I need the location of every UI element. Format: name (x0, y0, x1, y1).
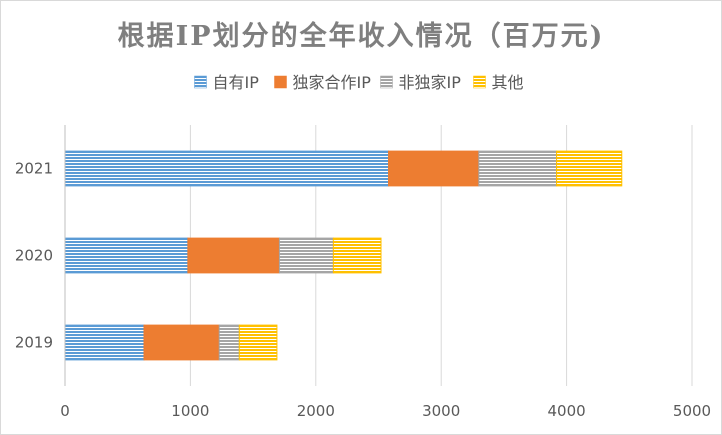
bar-2021-series-0 (64, 150, 390, 187)
legend-label-0: 自有IP (213, 73, 260, 92)
chart-legend: 自有IP 独家合作IP 非独家IP 其他 (194, 73, 524, 92)
bar-2019-series-0 (64, 324, 145, 361)
x-tick-label-2000: 2000 (297, 402, 335, 420)
y-tick-label-2021: 2021 (15, 160, 53, 178)
y-tick-label-2019: 2019 (15, 334, 53, 352)
x-tick-label-3000: 3000 (422, 402, 460, 420)
bar-2019-series-1 (143, 324, 220, 361)
bar-2021-series-3 (556, 150, 623, 187)
legend-swatch-2 (380, 75, 393, 89)
x-tick-label-5000: 5000 (673, 402, 711, 420)
bar-2020-series-0 (64, 237, 189, 274)
legend-label-2: 非独家IP (399, 73, 462, 92)
legend-swatch-3 (473, 75, 486, 89)
y-tick-label-2020: 2020 (15, 247, 53, 265)
chart-title: 根据IP划分的全年收入情况（百万元) (118, 20, 605, 52)
bar-2020-series-2 (278, 237, 334, 274)
y-axis-ticks: 2019 2020 2021 (15, 160, 53, 352)
bar-2019-series-3 (238, 324, 278, 361)
chart-bars (64, 150, 623, 361)
legend-swatch-0 (194, 75, 207, 89)
bar-2020-series-3 (332, 237, 382, 274)
legend-label-3: 其他 (492, 73, 524, 92)
bar-2021-series-2 (478, 150, 558, 187)
x-tick-label-4000: 4000 (548, 402, 586, 420)
bar-2021-series-1 (388, 150, 480, 187)
bar-2020-series-1 (187, 237, 280, 274)
x-tick-label-0: 0 (60, 402, 70, 420)
bar-2019-series-2 (218, 324, 240, 361)
legend-swatch-1 (274, 75, 287, 89)
x-tick-label-1000: 1000 (171, 402, 209, 420)
legend-label-1: 独家合作IP (293, 73, 372, 92)
x-axis-ticks: 0 1000 2000 3000 4000 5000 (60, 402, 711, 420)
